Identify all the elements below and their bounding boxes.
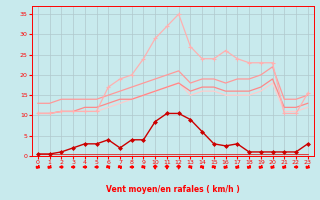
X-axis label: Vent moyen/en rafales ( km/h ): Vent moyen/en rafales ( km/h ) <box>106 185 240 194</box>
